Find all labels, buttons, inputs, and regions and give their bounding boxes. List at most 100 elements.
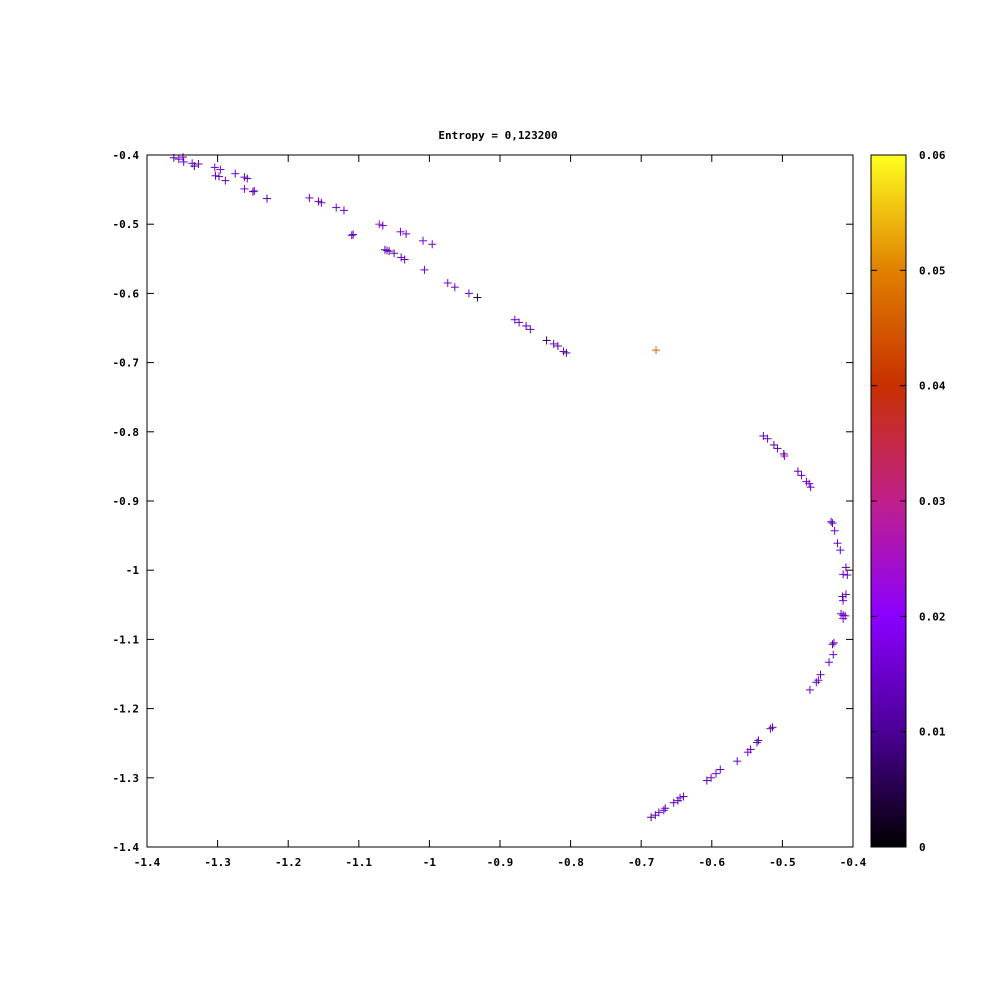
- data-point: [839, 596, 848, 605]
- colorbar: 0 0.01 0.02 0.03 0.04 0.05 0.06: [870, 149, 946, 854]
- y-tick-label: -0.8: [113, 426, 140, 439]
- data-point: [347, 231, 356, 240]
- data-point: [779, 449, 788, 458]
- data-point: [420, 265, 429, 274]
- data-point: [759, 431, 768, 440]
- data-point: [828, 519, 837, 528]
- data-point: [763, 434, 772, 443]
- y-tick-label: -0.4: [113, 149, 140, 162]
- data-point: [673, 796, 682, 805]
- data-point: [793, 467, 802, 476]
- x-tick-label: -0.7: [628, 856, 655, 869]
- data-point: [712, 769, 721, 778]
- data-point: [305, 193, 314, 202]
- data-point: [679, 792, 688, 801]
- colorbar-tick-label: 0.06: [919, 149, 946, 162]
- data-point: [510, 315, 519, 324]
- data-point: [827, 517, 836, 526]
- data-point: [816, 670, 825, 679]
- data-point: [839, 614, 848, 623]
- data-point: [824, 658, 833, 667]
- data-point: [194, 159, 203, 168]
- data-point: [549, 339, 558, 348]
- data-point: [378, 221, 387, 230]
- data-point: [830, 526, 839, 535]
- data-point: [332, 203, 341, 212]
- data-point: [553, 341, 562, 350]
- data-point: [814, 676, 823, 685]
- data-point: [716, 765, 725, 774]
- data-point: [179, 157, 188, 166]
- chart-title: Entropy = 0,123200: [438, 129, 557, 142]
- data-point: [733, 757, 742, 766]
- colorbar-tick-label: 0.03: [919, 495, 946, 508]
- data-point: [797, 471, 806, 480]
- data-point: [812, 678, 821, 687]
- colorbar-tick-label: 0: [919, 841, 926, 854]
- y-tick-label: -1.2: [113, 703, 140, 716]
- data-point: [231, 169, 240, 178]
- data-point: [754, 736, 763, 745]
- data-point: [743, 748, 752, 757]
- y-tick-label: -0.6: [113, 287, 140, 300]
- data-point: [780, 452, 789, 461]
- data-point: [836, 609, 845, 618]
- data-point: [805, 479, 814, 488]
- data-point: [752, 738, 761, 747]
- x-tick-label: -0.4: [840, 856, 867, 869]
- data-point: [829, 638, 838, 647]
- data-point: [263, 194, 272, 203]
- data-point: [768, 723, 777, 732]
- data-point: [375, 220, 384, 229]
- data-point: [473, 293, 482, 302]
- data-point: [562, 348, 571, 357]
- y-tick-label: -1.1: [113, 633, 140, 646]
- data-point: [828, 640, 837, 649]
- data-point: [839, 570, 848, 579]
- data-point: [243, 174, 252, 183]
- data-point: [210, 163, 219, 172]
- data-point: [179, 153, 188, 162]
- x-tick-label: -0.9: [487, 856, 514, 869]
- data-point: [317, 198, 326, 207]
- data-point: [766, 724, 775, 733]
- data-point: [450, 283, 459, 292]
- data-point: [838, 592, 847, 601]
- x-tick-label: -0.8: [557, 856, 584, 869]
- data-point: [396, 227, 405, 236]
- data-point: [383, 246, 392, 255]
- data-point: [841, 563, 850, 572]
- x-tick-label: -1.2: [275, 856, 302, 869]
- data-point: [339, 206, 348, 215]
- data-point: [841, 590, 850, 599]
- plot-frame: [146, 154, 854, 848]
- data-point: [515, 318, 524, 327]
- data-point: [402, 229, 411, 238]
- data-point: [829, 650, 838, 659]
- axes: -1.4 -1.3 -1.2 -1.1 -1 -0.9 -0.8 -0.7 -0.6 -0.5 -0…: [113, 149, 867, 869]
- y-tick-label: -1.3: [113, 772, 140, 785]
- data-point: [221, 176, 230, 185]
- data-point: [215, 172, 224, 181]
- x-tick-label: -0.6: [699, 856, 726, 869]
- data-point: [248, 187, 257, 196]
- data-point: [542, 336, 551, 345]
- data-point: [836, 546, 845, 555]
- data-point: [216, 165, 225, 174]
- colorbar-tick-label: 0.04: [919, 380, 946, 393]
- data-point: [661, 804, 670, 813]
- data-point: [769, 440, 778, 449]
- y-tick-label: -0.5: [113, 218, 140, 231]
- data-point: [773, 444, 782, 453]
- data-point: [647, 813, 656, 822]
- colorbar-tick-label: 0.05: [919, 264, 946, 277]
- colorbar-tick-label: 0.02: [919, 610, 946, 623]
- data-point: [707, 773, 716, 782]
- x-tick-label: -1.3: [204, 856, 231, 869]
- data-point: [385, 247, 394, 256]
- data-point: [843, 571, 852, 580]
- data-point: [428, 240, 437, 249]
- data-point: [174, 155, 183, 164]
- y-tick-label: -0.9: [113, 495, 140, 508]
